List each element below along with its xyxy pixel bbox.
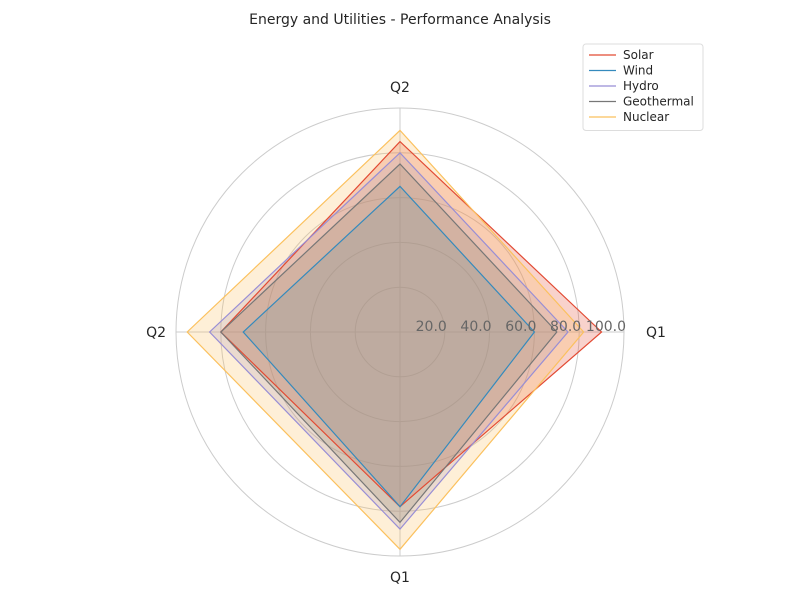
legend-label-nuclear: Nuclear [623,110,669,124]
series-fill-solar [220,141,602,507]
r-tick-label-0: 20.0 [416,319,447,335]
legend-label-wind: Wind [623,64,653,78]
series-line-hydro [208,151,569,530]
r-tick-label-3: 80.0 [550,319,581,335]
legend-label-solar: Solar [623,48,654,62]
axis-labels: 20.0 40.0 60.0 80.0 100.0 Q1 Q2 Q2 Q1 [146,80,666,586]
legend-label-hydro: Hydro [623,79,659,93]
series-fill-nuclear [187,130,584,550]
series-fill-hydro [209,152,568,530]
axis-label-1: Q2 [390,80,410,96]
r-tick-label-4: 100.0 [586,319,626,335]
series-line-nuclear [186,129,585,551]
series-line-geothermal [219,163,558,524]
axis-label-0: Q1 [646,325,666,341]
r-tick-label-1: 40.0 [460,319,491,335]
legend-box [582,43,704,131]
r-tick-label-2: 60.0 [505,319,536,335]
chart-title: Energy and Utilities - Performance Analy… [249,12,551,28]
legend-label-geothermal: Geothermal [623,95,694,109]
axis-label-3: Q1 [390,570,410,586]
series-layer [186,129,603,551]
series-line-wind [242,185,536,508]
axis-label-2: Q2 [146,325,166,341]
